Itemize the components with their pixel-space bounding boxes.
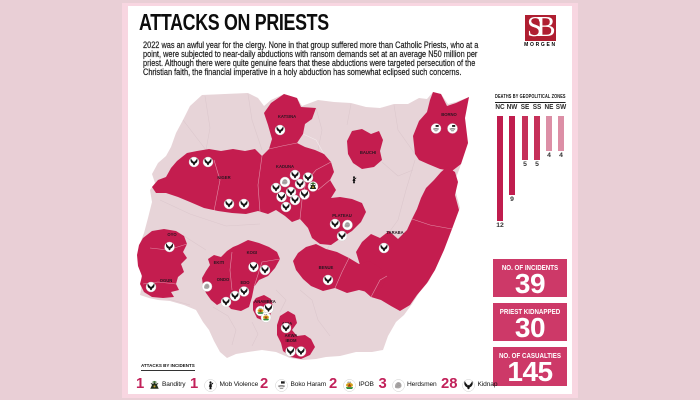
svg-text:KOGI: KOGI (247, 250, 258, 255)
svg-text:PLATEAU: PLATEAU (332, 213, 351, 218)
svg-text:KADUNA: KADUNA (276, 164, 294, 169)
svg-text:KATSINA: KATSINA (278, 114, 296, 119)
svg-text:EKITI: EKITI (214, 260, 225, 265)
svg-text:OGUN: OGUN (160, 278, 173, 283)
svg-text:IBOM: IBOM (286, 338, 297, 343)
svg-text:BENUE: BENUE (319, 265, 334, 270)
svg-text:EDO: EDO (240, 280, 250, 285)
svg-text:TARABA: TARABA (386, 230, 403, 235)
svg-text:BAUCHI: BAUCHI (360, 150, 376, 155)
svg-text:ANAMBRA: ANAMBRA (254, 299, 276, 304)
svg-text:AKWA: AKWA (285, 333, 298, 338)
svg-text:ONDO: ONDO (217, 277, 230, 282)
svg-text:BORNO: BORNO (441, 112, 457, 117)
svg-text:OYO: OYO (167, 232, 177, 237)
svg-text:NIGER: NIGER (217, 175, 230, 180)
